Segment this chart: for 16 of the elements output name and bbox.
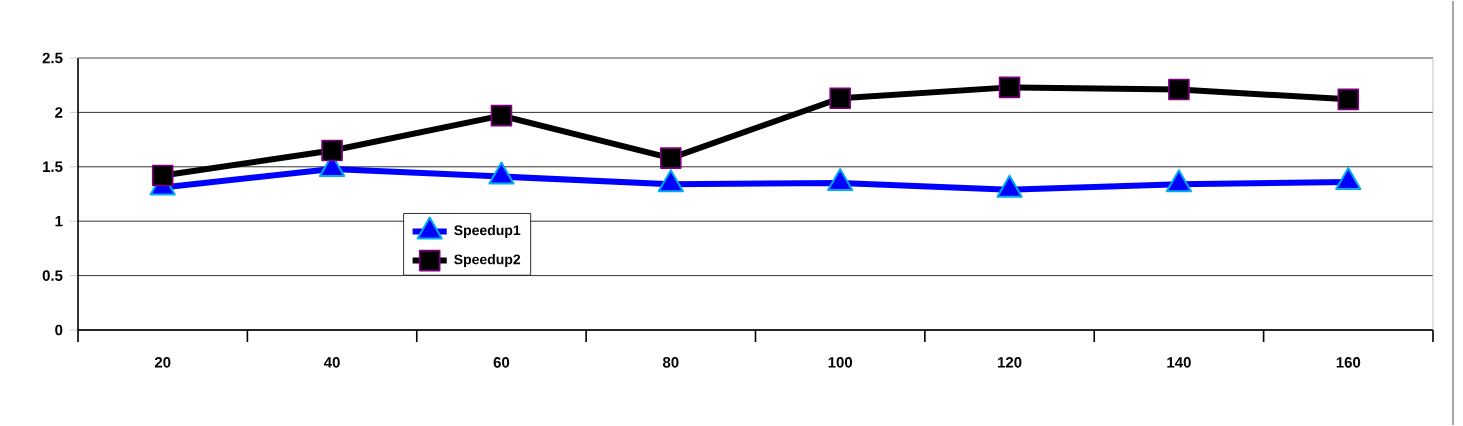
x-tick-label: 40	[323, 357, 340, 368]
y-tick-label: 1	[55, 216, 63, 227]
legend-label: Speedup1	[454, 224, 521, 238]
y-tick-label: 2.5	[42, 52, 63, 64]
x-tick-label: 20	[154, 357, 171, 368]
y-tick-label: 0.5	[42, 270, 63, 281]
x-tick-label: 160	[1336, 357, 1361, 368]
x-tick-label: 60	[493, 357, 510, 368]
x-tick-label: 100	[828, 357, 853, 368]
y-tick-label: 1.5	[43, 161, 63, 173]
legend-label: Speedup2	[454, 254, 521, 268]
x-tick-label: 140	[1167, 357, 1191, 368]
x-tick-label: 80	[662, 357, 679, 368]
y-tick-label: 0	[55, 324, 63, 336]
y-tick-label: 2	[55, 107, 63, 118]
x-tick-label: 120	[997, 357, 1022, 368]
